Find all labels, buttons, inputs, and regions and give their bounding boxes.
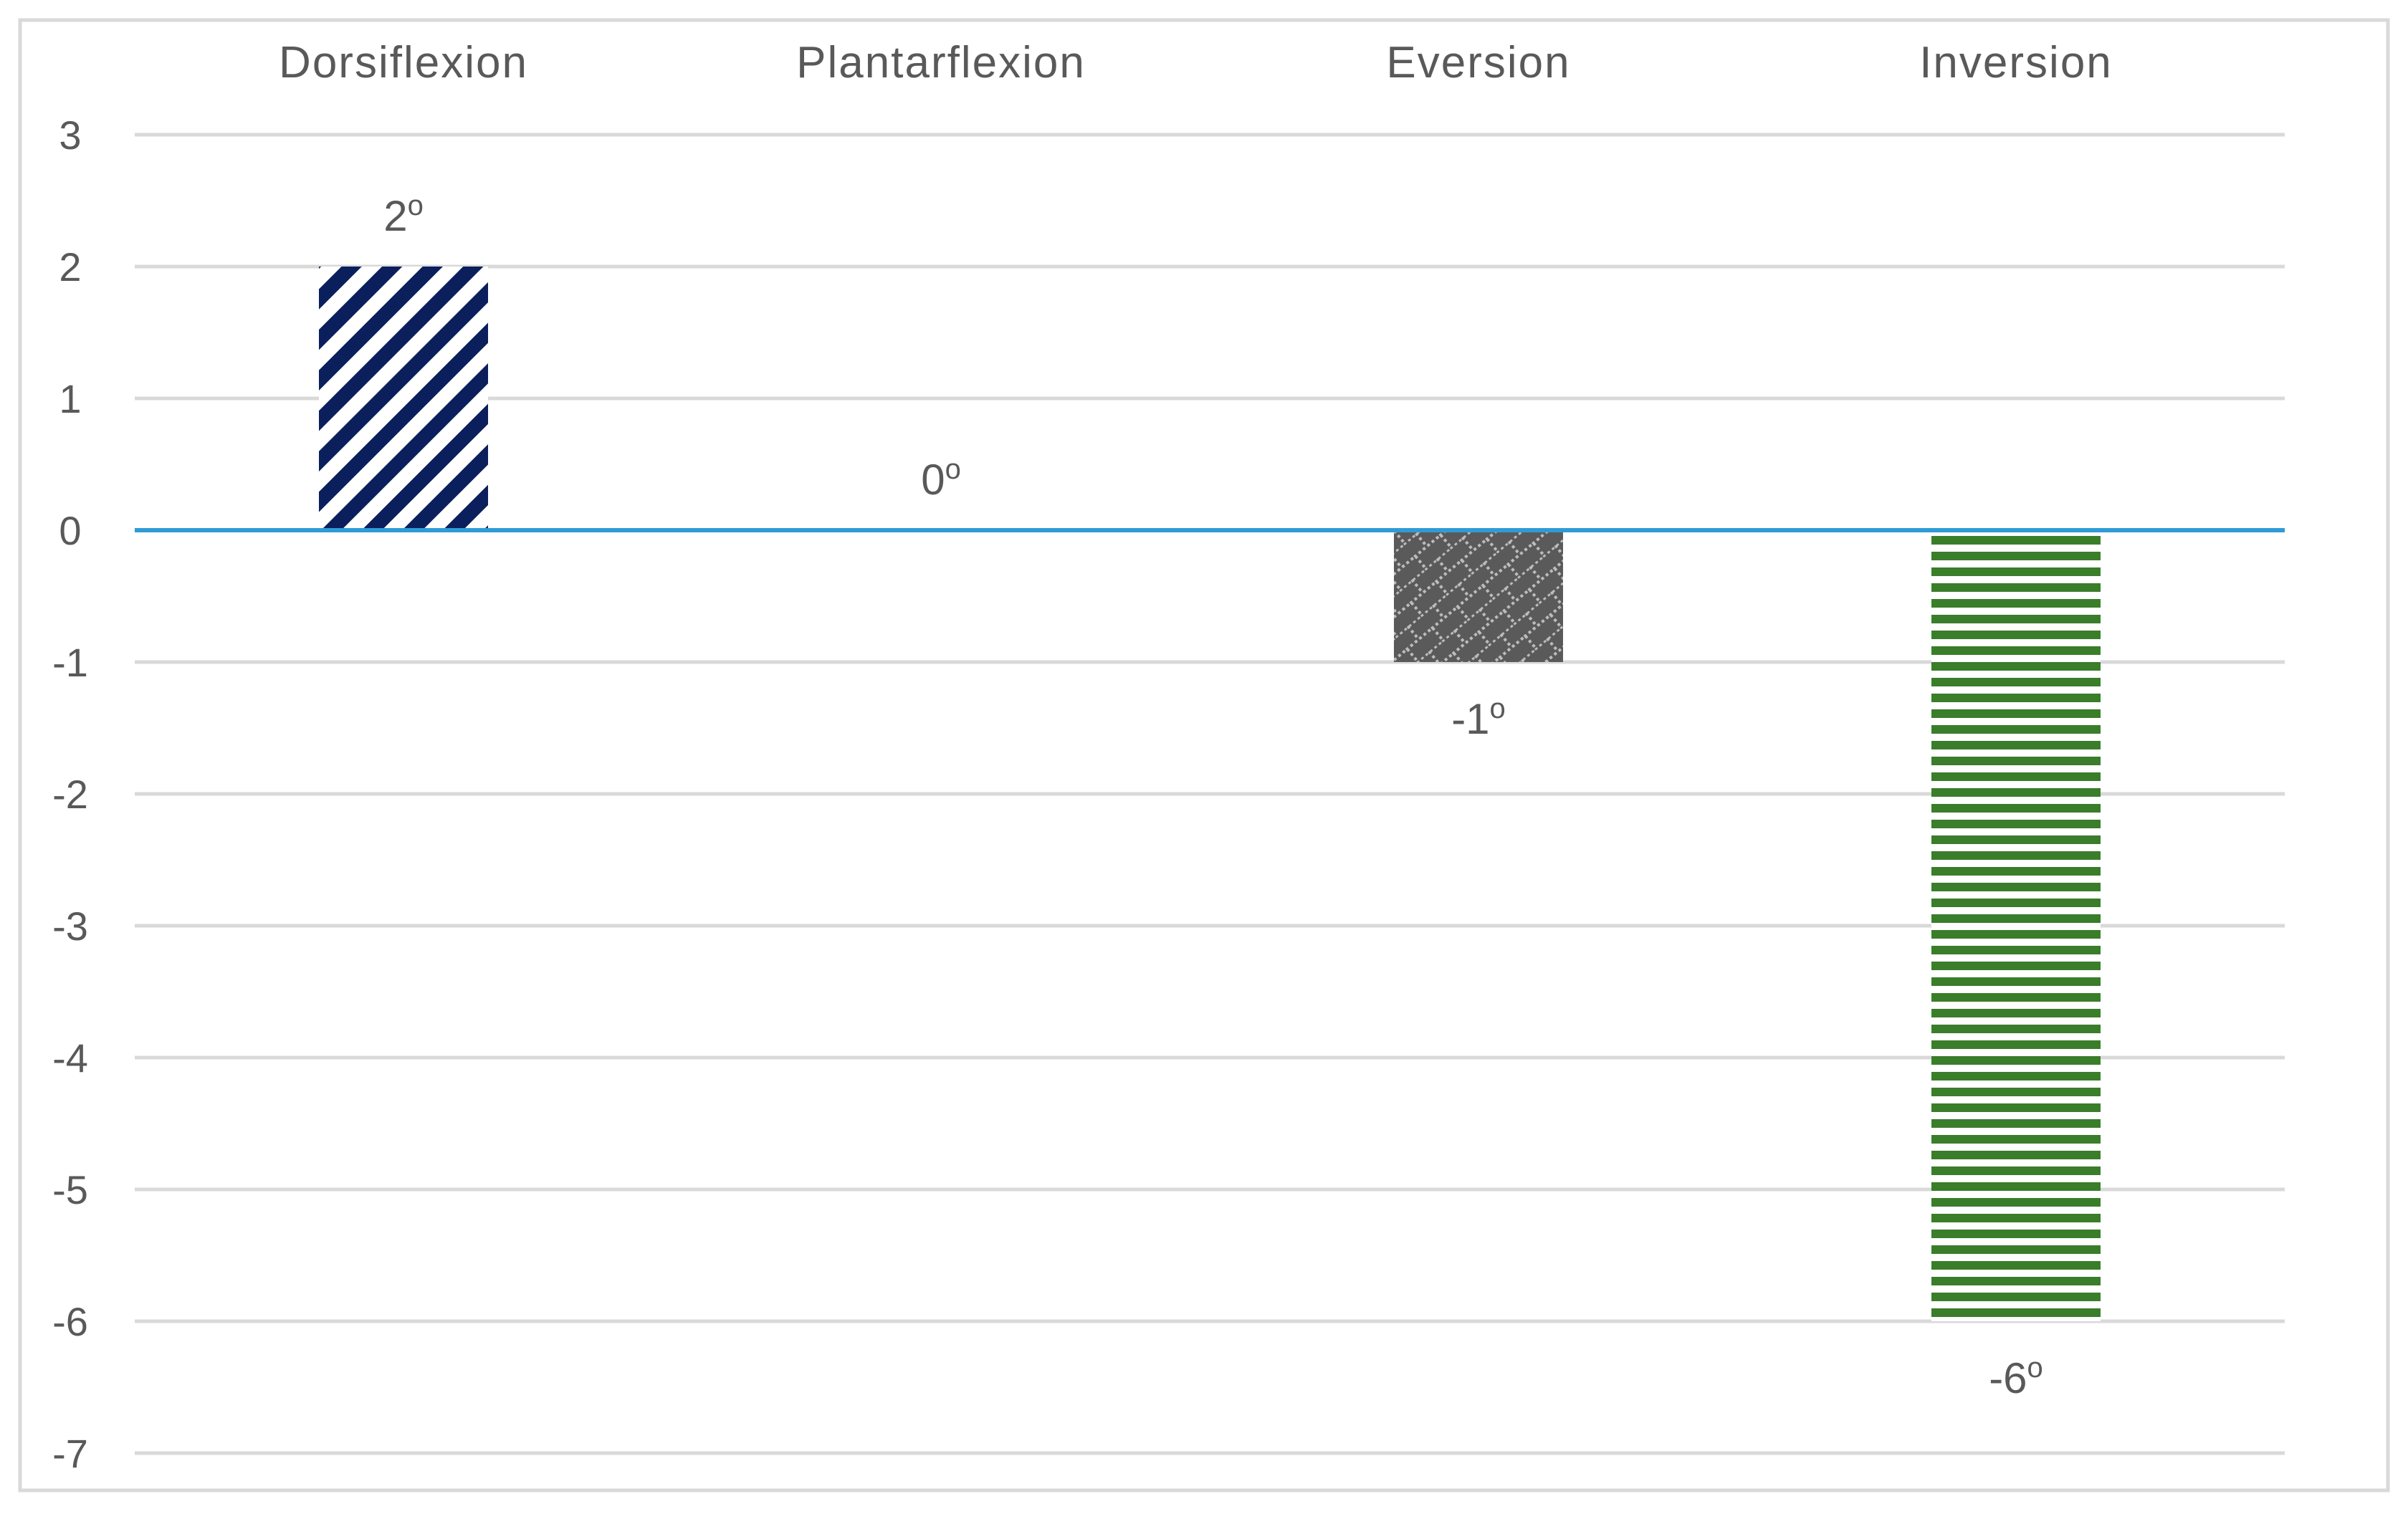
data-label: 0o	[921, 454, 961, 504]
data-label: 2o	[383, 190, 424, 240]
y-tick-label: -1	[52, 640, 88, 685]
data-label-value: 2	[383, 192, 407, 240]
bar-inversion	[1931, 530, 2101, 1321]
y-tick-label: -6	[52, 1299, 88, 1344]
bars	[319, 267, 2101, 1321]
category-label: Plantarflexion	[796, 38, 1086, 87]
data-label-degree: o	[1490, 693, 1506, 724]
category-label: Dorsiflexion	[279, 38, 528, 87]
y-axis-tick-labels: 3 2 1 0 -1 -2 -3 -4 -5 -6 -7	[52, 112, 88, 1476]
y-tick-label: 1	[59, 376, 81, 421]
category-label: Eversion	[1386, 38, 1570, 87]
y-tick-label: -5	[52, 1167, 88, 1212]
y-tick-label: 0	[59, 508, 81, 553]
data-label: -6o	[1989, 1352, 2043, 1402]
y-tick-label: 3	[59, 112, 81, 158]
bar-dorsiflexion	[319, 267, 488, 530]
data-label-value: -1	[1451, 695, 1489, 743]
data-label-value: -6	[1989, 1354, 2027, 1402]
bar-eversion	[1394, 530, 1563, 662]
category-axis-labels: Dorsiflexion Plantarflexion Eversion Invers…	[279, 38, 2113, 87]
y-tick-label: -4	[52, 1035, 88, 1081]
data-label-value: 0	[921, 456, 945, 504]
y-tick-label: -3	[52, 904, 88, 949]
data-label-degree: o	[408, 190, 424, 221]
data-label-degree: o	[945, 454, 961, 485]
gridlines	[135, 133, 2285, 1455]
y-tick-label: -2	[52, 772, 88, 817]
data-label: -1o	[1451, 693, 1506, 743]
data-label-degree: o	[2027, 1352, 2043, 1384]
y-tick-label: -7	[52, 1431, 88, 1476]
y-tick-label: 2	[59, 244, 81, 289]
category-label: Inversion	[1919, 38, 2113, 87]
